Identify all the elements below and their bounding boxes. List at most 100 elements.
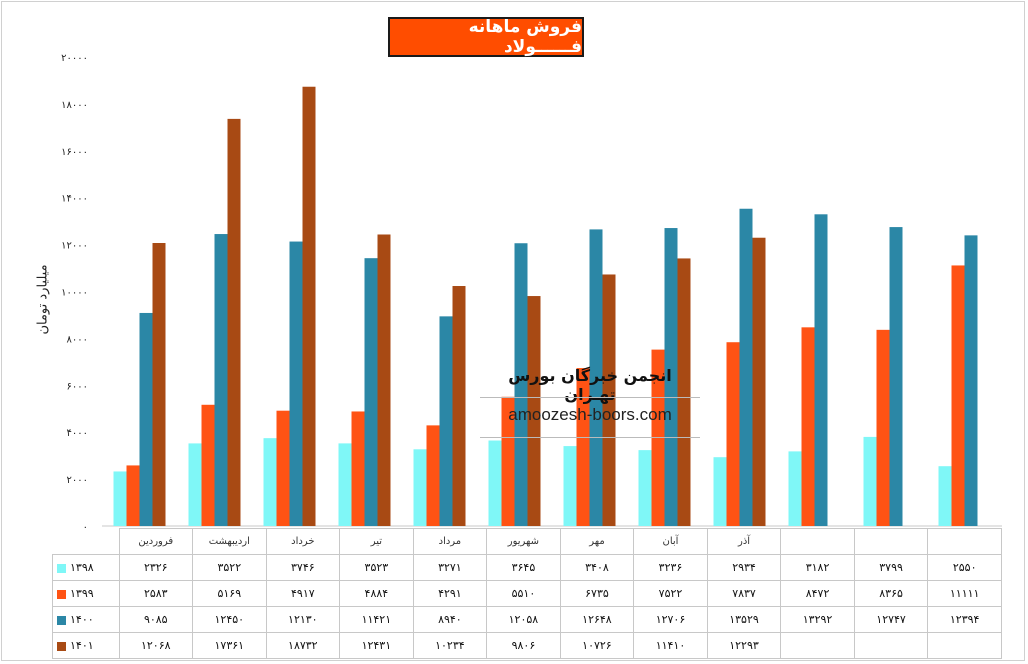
y-tick-label: ۱۸۰۰۰	[61, 100, 88, 111]
bar-series-2-cat-5	[514, 243, 528, 526]
category-label: خرداد	[265, 528, 341, 555]
data-label: ۳۴۰۸	[559, 554, 635, 581]
data-label: ۳۷۹۹	[853, 554, 929, 581]
data-label: ۱۲۰۶۸	[118, 632, 194, 659]
category-label: آذر	[706, 528, 782, 555]
data-label: ۲۵۸۳	[118, 580, 194, 607]
legend-entry: ۱۴۰۱	[52, 632, 120, 659]
bar-series-3-cat-5	[527, 296, 541, 526]
data-label: ۱۲۲۹۳	[706, 632, 782, 659]
data-label: ۲۹۳۴	[706, 554, 782, 581]
category-label: شهریور	[486, 528, 561, 555]
bar-series-2-cat-3	[364, 258, 378, 526]
bar-series-2-cat-6	[589, 229, 603, 526]
data-label: ۱۲۶۴۸	[559, 606, 635, 633]
bar-series-1-cat-1	[201, 404, 215, 526]
data-label: ۱۳۲۹۲	[780, 606, 855, 633]
data-label: ۲۳۲۶	[118, 554, 194, 581]
y-tick-label: ۶۰۰۰	[67, 381, 88, 392]
data-label: ۳۷۴۶	[265, 554, 341, 581]
bar-series-1-cat-5	[501, 396, 515, 526]
bar-series-2-cat-11	[964, 235, 978, 526]
y-tick-label: ۸۰۰۰	[67, 334, 88, 345]
table-row: ۱۴۰۰ ۹۰۸۵ ۱۲۴۵۰ ۱۲۱۳۰ ۱۱۴۲۱ ۸۹۴۰ ۱۲۰۵۸ ۱۲۶۴۸ ۱۲۷…	[52, 606, 1002, 633]
data-label: ۱۷۳۶۱	[192, 632, 267, 659]
y-tick-label: ۲۰۰۰۰	[61, 53, 88, 64]
data-label: ۳۲۷۱	[412, 554, 488, 581]
category-label	[780, 528, 855, 555]
data-label: ۳۵۲۲	[192, 554, 267, 581]
bar-series-3-cat-4	[452, 286, 466, 526]
watermark-divider-bottom	[480, 437, 700, 438]
bar-series-0-cat-10	[863, 436, 877, 526]
data-label: ۴۸۸۴	[339, 580, 414, 607]
data-label: ۱۲۳۹۴	[927, 606, 1002, 633]
y-tick-label: ۱۴۰۰۰	[61, 194, 88, 205]
table-row: ۱۳۹۸ ۲۳۲۶ ۳۵۲۲ ۳۷۴۶ ۳۵۲۳ ۳۲۷۱ ۳۶۴۵ ۳۴۰۸ ۳۲۳۶ ۲۹۳۴…	[52, 554, 1002, 581]
bar-series-1-cat-0	[126, 465, 140, 526]
bar-series-0-cat-0	[113, 471, 127, 526]
category-label: آبان	[633, 528, 708, 555]
category-label: اردیبهشت	[192, 528, 267, 555]
bar-series-3-cat-6	[602, 274, 616, 526]
bar-series-1-cat-2	[276, 410, 290, 526]
y-tick-label: ۲۰۰۰	[67, 475, 88, 486]
legend-swatch	[57, 641, 66, 651]
legend-label: ۱۴۰۰	[70, 613, 94, 626]
bar-series-1-cat-10	[876, 329, 890, 526]
data-label	[927, 632, 1002, 659]
category-label: مرداد	[412, 528, 488, 555]
data-table: فروردین اردیبهشت خرداد تیر مرداد شهریور مهر آبا…	[52, 528, 1002, 659]
bar-series-1-cat-6	[576, 368, 590, 526]
data-label: ۱۳۵۲۹	[706, 606, 782, 633]
chart-title: فروش ماهانه فــــــولاد	[388, 17, 584, 57]
y-tick-label: ۱۲۰۰۰	[61, 241, 88, 252]
legend-entry: ۱۳۹۹	[52, 580, 120, 607]
bar-series-2-cat-7	[664, 228, 678, 526]
y-tick-label: ۰	[83, 522, 88, 533]
bar-series-2-cat-1	[214, 234, 228, 527]
data-label: ۲۵۵۰	[927, 554, 1002, 581]
category-label: تیر	[339, 528, 414, 555]
data-label: ۱۲۷۰۶	[633, 606, 708, 633]
data-label: ۵۱۶۹	[192, 580, 267, 607]
data-label: ۸۴۷۲	[780, 580, 855, 607]
bar-series-1-cat-8	[726, 342, 740, 526]
bar-series-0-cat-2	[263, 438, 277, 526]
legend-label: ۱۳۹۹	[70, 587, 94, 600]
bar-series-3-cat-3	[377, 234, 391, 527]
data-label: ۶۷۳۵	[559, 580, 635, 607]
data-label: ۱۱۴۲۱	[339, 606, 414, 633]
y-tick-label: ۱۶۰۰۰	[61, 147, 88, 158]
data-label: ۱۱۴۱۰	[633, 632, 708, 659]
y-tick-label: ۴۰۰۰	[67, 428, 88, 439]
bar-series-0-cat-5	[488, 440, 502, 526]
legend-swatch	[57, 563, 66, 573]
bar-series-1-cat-3	[351, 411, 365, 526]
bar-series-1-cat-11	[951, 265, 965, 526]
data-label: ۱۸۷۳۲	[265, 632, 341, 659]
legend-entry: ۱۳۹۸	[52, 554, 120, 581]
bar-series-3-cat-2	[302, 86, 316, 527]
bar-series-0-cat-8	[713, 457, 727, 526]
data-label	[853, 632, 929, 659]
data-label: ۱۱۱۱۱	[927, 580, 1002, 607]
data-label: ۱۰۲۳۴	[412, 632, 488, 659]
data-label: ۳۱۸۲	[780, 554, 855, 581]
bar-series-0-cat-7	[638, 450, 652, 526]
category-label	[927, 528, 1002, 555]
bar-series-0-cat-9	[788, 451, 802, 526]
data-label: ۱۰۷۲۶	[559, 632, 635, 659]
bar-series-3-cat-7	[677, 258, 691, 526]
data-label: ۴۹۱۷	[265, 580, 341, 607]
legend-swatch	[57, 615, 66, 625]
bar-series-3-cat-1	[227, 118, 241, 526]
bar-series-0-cat-1	[188, 443, 202, 526]
data-label: ۱۲۰۵۸	[486, 606, 561, 633]
bar-series-2-cat-4	[439, 316, 453, 526]
data-label: ۳۶۴۵	[486, 554, 561, 581]
bar-series-2-cat-9	[814, 214, 828, 526]
category-label	[853, 528, 929, 555]
table-row: ۱۳۹۹ ۲۵۸۳ ۵۱۶۹ ۴۹۱۷ ۴۸۸۴ ۴۲۹۱ ۵۵۱۰ ۶۷۳۵ ۷۵۲۲ ۷۸۳۷…	[52, 580, 1002, 607]
